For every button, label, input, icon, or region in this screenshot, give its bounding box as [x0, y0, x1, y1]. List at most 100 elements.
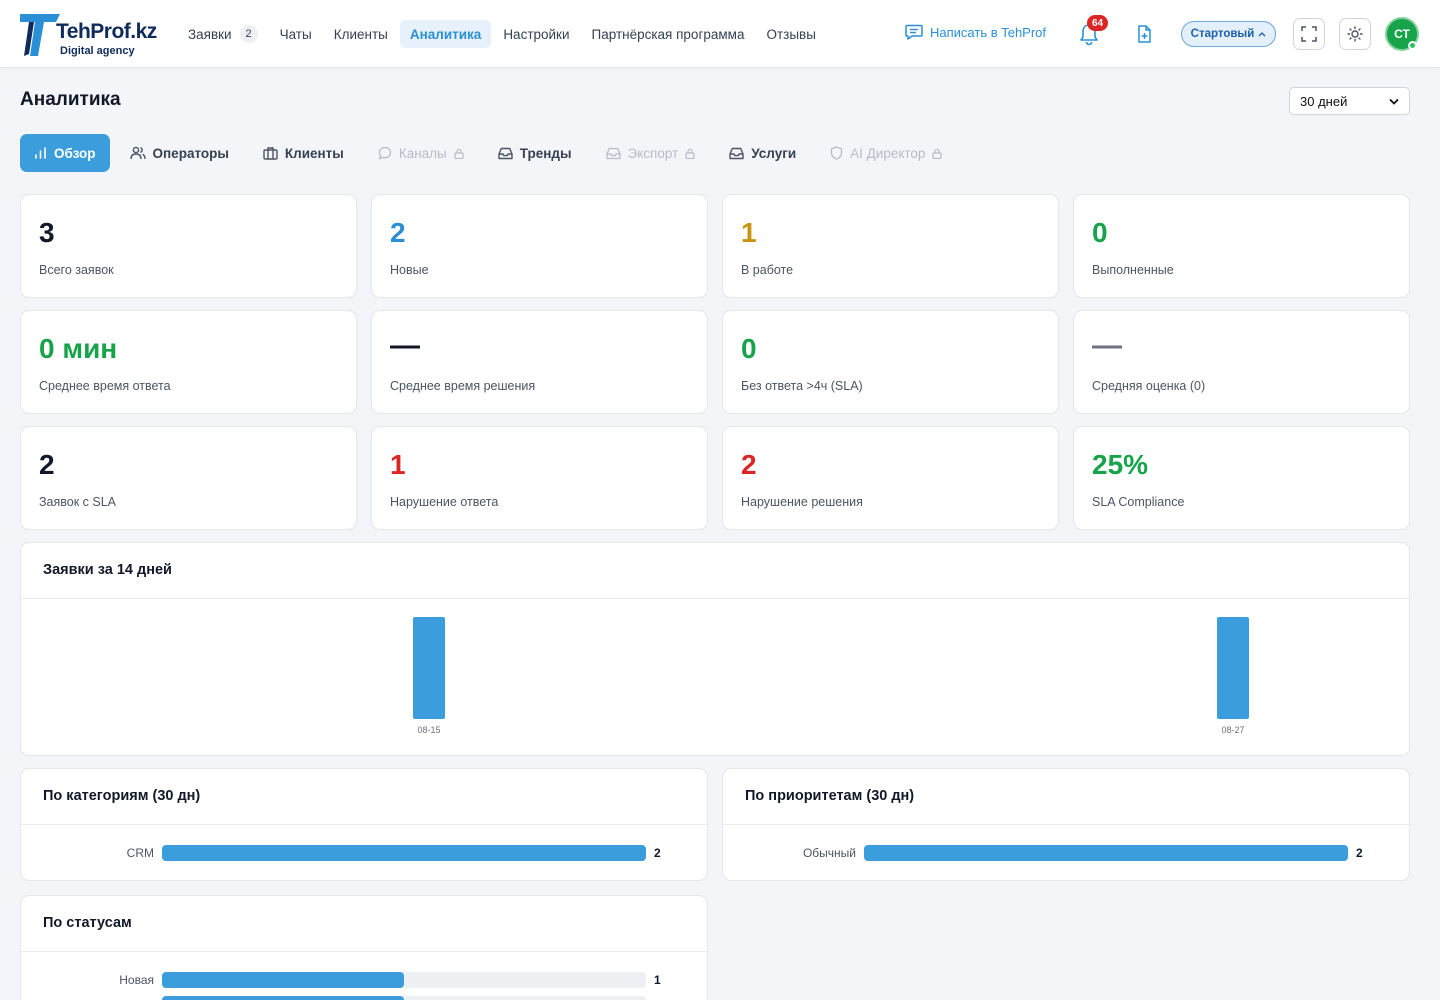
lock-icon	[932, 148, 943, 159]
category-label: CRM	[126, 846, 154, 860]
logo-mark-icon	[20, 14, 60, 56]
brand-tagline: Digital agency	[60, 45, 135, 57]
tab-channels[interactable]: Каналы	[364, 134, 478, 172]
stat-card-in-progress: 1 В работе	[722, 194, 1059, 298]
category-bar-fill	[162, 845, 646, 861]
tab-label: Тренды	[519, 145, 572, 161]
stat-label: В работе	[741, 263, 794, 277]
stat-label: Средняя оценка (0)	[1092, 379, 1206, 393]
lock-icon	[685, 148, 695, 159]
nav-item-requests[interactable]: Заявки 2	[178, 20, 268, 48]
stat-label: Среднее время решения	[390, 379, 536, 393]
tab-overview[interactable]: Обзор	[20, 134, 110, 172]
sun-icon	[1347, 26, 1363, 42]
stat-card-avg-rating: — Средняя оценка (0)	[1073, 310, 1410, 414]
brand-logo[interactable]: TehProf.kz Digital agency	[20, 10, 165, 58]
online-status-dot	[1408, 41, 1417, 50]
daily-requests-panel: Заявки за 14 дней 08-15 08-27	[20, 542, 1410, 756]
stat-card-sla-compliance: 25% SLA Compliance	[1073, 426, 1410, 530]
panel-title: По статусам	[43, 915, 132, 931]
stat-card-no-answer-sla: 0 Без ответа >4ч (SLA)	[722, 310, 1059, 414]
category-bar-track	[162, 845, 646, 861]
nav-item-clients[interactable]: Клиенты	[324, 20, 398, 48]
analytics-tabs: Обзор Операторы Клиенты Каналы Тренды Эк…	[20, 134, 962, 172]
stat-value: 1	[741, 217, 757, 248]
stat-value: 25%	[1092, 449, 1149, 480]
status-label: Новая	[119, 973, 154, 987]
priority-value: 2	[1356, 846, 1363, 860]
panel-divider	[21, 824, 707, 825]
nav-item-reviews[interactable]: Отзывы	[756, 20, 825, 48]
stat-label: Среднее время ответа	[39, 379, 171, 393]
tab-trends[interactable]: Тренды	[484, 134, 586, 172]
inbox-icon	[605, 147, 621, 159]
stat-card-avg-response: 0 мин Среднее время ответа	[20, 310, 357, 414]
nav-item-settings[interactable]: Настройки	[493, 20, 579, 48]
stat-card-total: 3 Всего заявок	[20, 194, 357, 298]
status-bar-fill	[162, 972, 404, 988]
priority-label: Обычный	[802, 846, 856, 860]
plan-button[interactable]: Стартовый	[1181, 21, 1276, 47]
fullscreen-icon	[1301, 26, 1317, 42]
tab-ai-director[interactable]: AI Директор	[816, 134, 956, 172]
fullscreen-button[interactable]	[1293, 18, 1325, 50]
tab-export[interactable]: Экспорт	[592, 134, 710, 172]
daily-bar-date-label: 08-15	[417, 725, 440, 735]
nav-item-label: Настройки	[503, 26, 570, 42]
nav-item-label: Аналитика	[409, 26, 482, 42]
stat-label: Заявок с SLA	[39, 495, 117, 509]
stat-value: 0	[741, 333, 757, 364]
write-to-tehprof-link[interactable]: Написать в TehProf	[905, 24, 1046, 40]
requests-count-badge: 2	[239, 25, 258, 43]
stat-value: 2	[390, 217, 406, 248]
add-document-icon[interactable]	[1134, 24, 1154, 44]
stat-card-response-breach: 1 Нарушение ответа	[371, 426, 708, 530]
nav-item-label: Чаты	[279, 26, 312, 42]
panel-divider	[21, 598, 1409, 599]
stat-value: 2	[741, 449, 757, 480]
nav-item-analytics[interactable]: Аналитика	[399, 20, 492, 48]
stat-value: —	[1092, 329, 1122, 362]
tab-services[interactable]: Услуги	[715, 134, 810, 172]
stat-card-sla-requests: 2 Заявок с SLA	[20, 426, 357, 530]
chevron-up-icon	[1258, 32, 1266, 37]
nav-item-label: Партнёрская программа	[591, 26, 745, 42]
main-nav: Заявки 2 Чаты Клиенты Аналитика Настройк…	[178, 20, 828, 48]
daily-bar[interactable]	[1217, 617, 1249, 719]
period-select[interactable]: 30 дней	[1289, 87, 1410, 115]
plan-label: Стартовый	[1190, 28, 1255, 40]
stat-label: SLA Compliance	[1092, 495, 1185, 509]
message-square-icon	[905, 24, 923, 40]
stat-card-new: 2 Новые	[371, 194, 708, 298]
shield-icon	[830, 146, 843, 160]
status-bar-fill	[162, 996, 404, 1000]
briefcase-icon	[263, 147, 278, 160]
users-icon	[129, 146, 146, 160]
stat-value: —	[390, 329, 420, 362]
tab-operators[interactable]: Операторы	[116, 134, 243, 172]
panel-title: По категориям (30 дн)	[43, 788, 201, 804]
stat-card-resolution-breach: 2 Нарушение решения	[722, 426, 1059, 530]
stat-value: 1	[390, 449, 406, 480]
nav-item-partner-program[interactable]: Партнёрская программа	[582, 20, 755, 48]
stat-value: 3	[39, 217, 55, 248]
nav-item-chats[interactable]: Чаты	[270, 20, 322, 48]
nav-item-label: Заявки	[188, 26, 232, 42]
panel-title: Заявки за 14 дней	[43, 562, 172, 578]
tab-label: AI Директор	[850, 145, 926, 161]
stat-label: Без ответа >4ч (SLA)	[741, 379, 863, 393]
bar-chart-icon	[35, 147, 46, 159]
stat-value: 2	[39, 449, 55, 480]
stat-label: Нарушение ответа	[390, 495, 499, 509]
avatar[interactable]: СТ	[1385, 17, 1419, 51]
status-bar-track	[162, 996, 646, 1000]
nav-item-label: Отзывы	[766, 26, 816, 42]
page-title: Аналитика	[20, 89, 121, 110]
status-value: 1	[654, 973, 661, 987]
theme-toggle-button[interactable]	[1339, 18, 1371, 50]
daily-bar[interactable]	[413, 617, 445, 719]
priority-bar-fill	[864, 845, 1348, 861]
tab-clients[interactable]: Клиенты	[249, 134, 358, 172]
inbox-icon	[729, 147, 744, 159]
chat-bubble-icon	[378, 146, 391, 160]
